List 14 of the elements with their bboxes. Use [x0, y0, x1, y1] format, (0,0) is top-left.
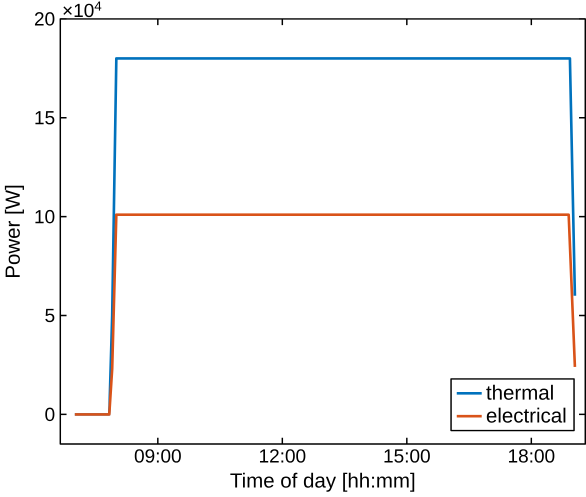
legend-label: electrical: [486, 408, 566, 423]
x-tick-label: 18:00: [508, 449, 554, 463]
x-axis-title: Time of day [hh:mm]: [230, 472, 414, 492]
y-tick-label: 10: [35, 210, 54, 224]
legend-label: thermal: [486, 384, 553, 400]
x-tick-label: 09:00: [134, 449, 181, 463]
x-tick-label: 12:00: [260, 449, 306, 463]
y-tick-label: 5: [45, 309, 54, 322]
y-tick-label: 0: [45, 408, 54, 422]
text: ×10$^{4}$: [63, 2, 102, 18]
y-axis-title: Power [W]: [4, 186, 24, 278]
x-tick-label: 15:00: [384, 449, 430, 463]
y-tick-label: 20: [34, 12, 54, 26]
y-tick-label: 15: [35, 111, 54, 125]
